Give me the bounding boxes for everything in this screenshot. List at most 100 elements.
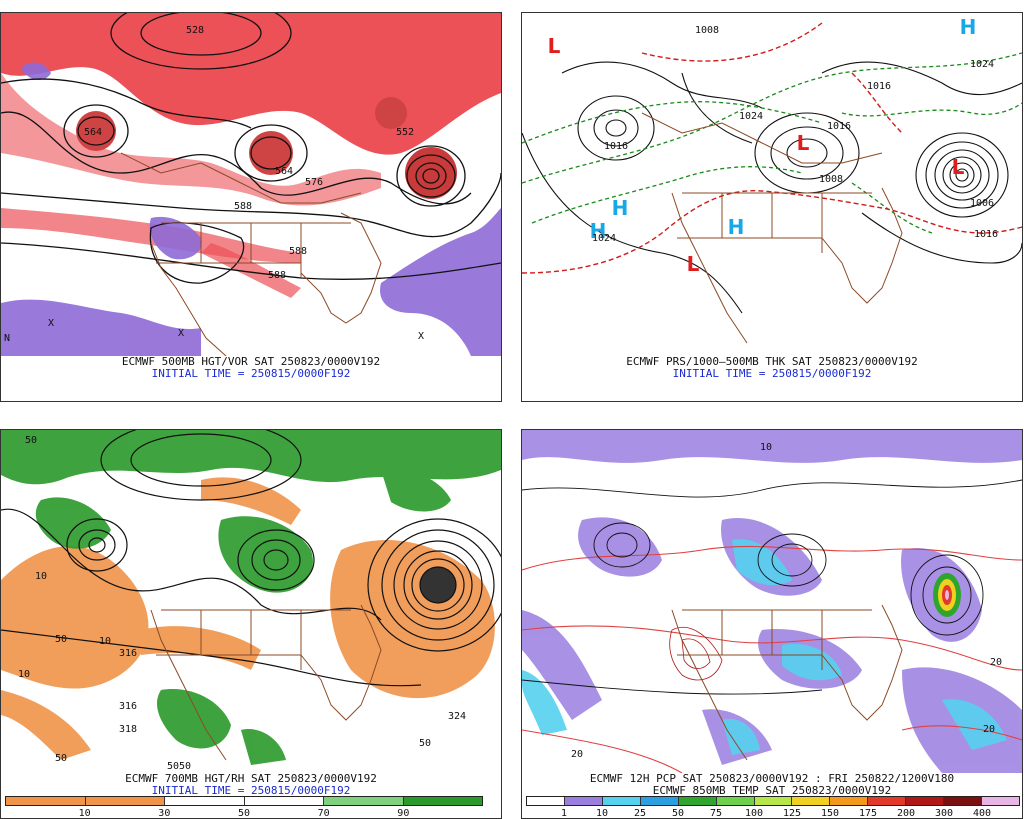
contour-label: 1024 [739, 111, 763, 122]
colorbar-segment [602, 797, 641, 805]
colorbar-segment [906, 797, 945, 805]
colorbar-tick-label: 150 [820, 808, 840, 819]
panel-500mb-vorticity: 564 564 576 552 588 588 588 528 X N X X ECMWF 500MB… [0, 12, 502, 402]
colorbar-segment [792, 797, 831, 805]
caption-subtitle: ECMWF 850MB TEMP SAT 250823/0000V192 [652, 784, 892, 797]
colorbar-segment [403, 797, 482, 805]
map-labels: 1016 1024 1008 1016 1024 1016 1016 1024 1008 1006 [592, 25, 998, 244]
colorbar-tick-label: 90 [397, 808, 410, 819]
caption-title: ECMWF 500MB HGT/VOR SAT 250823/0000V192 [121, 355, 381, 368]
low-pressure-symbol: L [952, 155, 965, 179]
high-pressure-symbol: H [728, 215, 745, 239]
panel-precipitation: 10 20 20 20 ECMWF 12H PCP SAT 250823/0000V1… [521, 429, 1023, 819]
colorbar-tick-label: 100 [744, 808, 764, 819]
colorbar-segment [640, 797, 679, 805]
contour-label: 576 [305, 177, 323, 188]
contour-label: 1008 [819, 174, 843, 185]
caption-init-time: INITIAL TIME = 250815/0000F192 [151, 784, 351, 797]
caption-title: ECMWF 700MB HGT/RH SAT 250823/0000V192 [125, 772, 377, 785]
colorbar-tick-label: 400 [972, 808, 992, 819]
colorbar-segment [527, 797, 565, 805]
thickness-contours [522, 479, 1022, 695]
map-precipitation: 10 20 20 20 [522, 430, 1022, 773]
low-pressure-symbol: L [687, 252, 700, 276]
low-pressure-symbol: L [548, 34, 561, 58]
contour-label: 316 [119, 648, 137, 659]
contour-label: 20 [990, 657, 1002, 668]
colorbar-segment [944, 797, 983, 805]
colorbar-tick-label: 30 [158, 808, 171, 819]
colorbar-tick-label: 1 [560, 808, 568, 819]
contour-label: 318 [119, 724, 137, 735]
contour-label: 50 [55, 634, 67, 645]
isobars [522, 61, 1022, 314]
colorbar-segment [754, 797, 793, 805]
map-500mb-vorticity: 564 564 576 552 588 588 588 528 X N X X [1, 13, 501, 356]
contour-label: 552 [396, 127, 414, 138]
colorbar-segment [165, 797, 245, 805]
contour-label: 564 [84, 127, 102, 138]
contour-label: X [48, 318, 54, 329]
colorbar-tick-label: 125 [782, 808, 802, 819]
contour-label: X [418, 331, 424, 342]
colorbar-segment [982, 797, 1019, 805]
contour-label: N [4, 333, 10, 344]
high-pressure-symbol: H [590, 219, 607, 243]
contour-label: 20 [983, 724, 995, 735]
high-pressure-symbol: H [612, 196, 629, 220]
colorbar-tick-label: 50 [237, 808, 251, 819]
contour-label: 1024 [970, 59, 994, 70]
height-contours [1, 13, 501, 284]
high-pressure-symbol: H [960, 15, 977, 39]
colorbar-segment [868, 797, 907, 805]
colorbar-tick-label: 175 [858, 808, 878, 819]
contour-label: 528 [186, 25, 204, 36]
colorbar-tick-label: 75 [709, 808, 723, 819]
caption-init-time: INITIAL TIME = 250815/0000F192 [151, 367, 351, 380]
contour-label: 1016 [867, 81, 891, 92]
panel-700mb-rh: 50 316 316 318 324 10 10 50 5050 50 10 50 ECMWF 700… [0, 429, 502, 819]
precip-colorbar [526, 796, 1020, 806]
coastlines [671, 604, 903, 761]
coastlines [150, 604, 382, 761]
caption-init-time: INITIAL TIME = 250815/0000F192 [672, 367, 872, 380]
heavy-precip-core [933, 573, 961, 617]
coastlines [120, 152, 382, 356]
colorbar-tick-label: 200 [896, 808, 916, 819]
terrain-contours [669, 627, 723, 681]
colorbar-tick-label: 10 [595, 808, 609, 819]
negative-vorticity-fill [1, 62, 501, 356]
colorbar-tick-label: 300 [934, 808, 954, 819]
rh-colorbar [5, 796, 483, 806]
colorbar-segment [244, 797, 324, 805]
colorbar-segment [85, 797, 165, 805]
contour-label: 588 [289, 246, 307, 257]
contour-label: 1016 [974, 229, 998, 240]
colorbar-tick-label: 70 [317, 808, 330, 819]
map-labels: 10 20 20 20 [571, 442, 1002, 760]
colorbar-segment [830, 797, 869, 805]
contour-label: 10 [35, 571, 47, 582]
contour-label: 50 [55, 753, 67, 764]
contour-label: 50 [25, 435, 37, 446]
contour-label: 564 [275, 166, 293, 177]
rh-colorbar-ticks: 10 30 50 70 90 [5, 808, 483, 819]
colorbar-tick-label: 50 [671, 808, 685, 819]
colorbar-segment [324, 797, 404, 805]
thickness-green [522, 52, 1022, 234]
vorticity-fill [1, 13, 501, 298]
caption-title: ECMWF 12H PCP SAT 250823/0000V192 : FRI … [589, 772, 955, 785]
colorbar-segment [716, 797, 755, 805]
precip-colorbar-ticks: 1 10 25 50 75 100 125 150 175 200 300 400 [526, 808, 1020, 819]
map-labels: 564 564 576 552 588 588 588 528 X N X X [4, 25, 424, 344]
thickness-red [522, 22, 1022, 274]
contour-label: 10 [18, 669, 30, 680]
colorbar-segment [678, 797, 717, 805]
contour-label: 324 [448, 711, 466, 722]
contour-label: 1016 [827, 121, 851, 132]
contour-label: 10 [99, 636, 111, 647]
